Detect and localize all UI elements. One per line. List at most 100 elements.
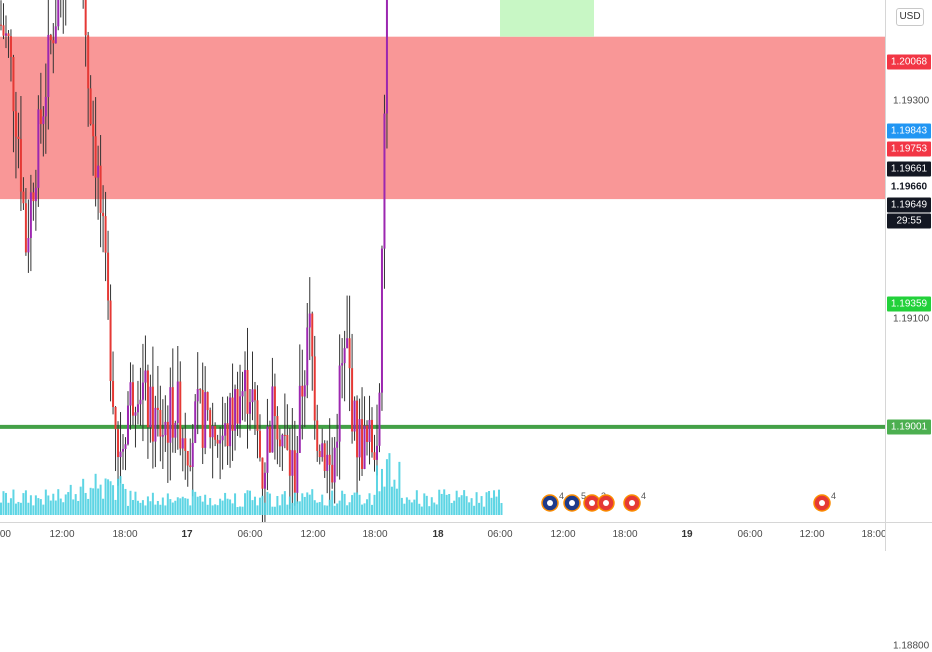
candle-body [291,450,294,476]
candle-body [361,419,364,469]
candle-body [139,399,142,405]
volume-bar [356,492,359,515]
volume-bar [171,502,174,515]
volume-bar [7,502,10,515]
candle-body [199,389,202,391]
candle [326,440,329,494]
price-label: 1.19660 [887,179,931,195]
volume-bar [59,498,62,515]
candle-body [181,438,184,449]
candle [24,188,27,256]
candle [171,348,174,453]
candle-body [296,452,299,493]
candle [246,327,249,449]
candle [134,406,137,448]
currency-button[interactable]: USD [896,8,924,26]
candle [268,420,271,453]
candle-body [109,300,112,382]
volume-bar [378,491,381,515]
volume-bar [346,505,349,515]
candle-body [343,348,346,364]
candle [151,346,154,469]
volume-bar [47,495,50,515]
candle-body [211,425,214,438]
volume-bar [52,493,55,515]
chart-plot-area[interactable]: 45344 [0,0,885,522]
price-axis[interactable]: USD 1.201001.200001.199001.195001.194001… [885,0,932,652]
candle [139,367,142,426]
candle [333,436,336,504]
volume-bar [296,501,299,515]
candle-body [179,381,182,449]
candle [368,395,371,465]
volume-bar [102,498,105,515]
candle-body [358,419,361,458]
volume-bar [261,495,264,515]
eu-event-icon[interactable]: 4 [541,491,564,512]
candlestick-chart[interactable]: 45344 [0,0,885,522]
candle [209,407,212,449]
candle-body [371,419,374,453]
candle [201,362,204,465]
candle-body [176,381,179,423]
candle-body [17,136,20,139]
volume-bar [112,485,115,515]
price-tick: 1.19100 [893,313,930,325]
us-event-icon[interactable] [597,494,615,512]
candle [336,413,339,477]
volume-bar [241,506,244,515]
candle [89,75,92,126]
volume-bar [191,489,194,515]
volume-bar [390,486,393,515]
candle [57,0,60,31]
candle-body [32,192,35,202]
us-event-icon[interactable]: 4 [623,491,646,512]
volume-bar [465,496,468,515]
time-axis[interactable]: :00 12:00 18:00 17 06:00 12:00 18:00 18 06:00 12:… [0,522,887,551]
eu-event-icon[interactable]: 5 [563,491,586,512]
candle-body [29,192,32,238]
volume-bar [298,501,301,515]
volume-bar [460,495,463,515]
candle [229,392,232,468]
volume-bar [333,505,336,515]
candle [356,395,359,495]
volume-bar [107,479,110,515]
volume-bar [141,500,144,515]
candle [204,366,207,455]
candle-body [0,24,2,26]
volume-bar [69,484,72,515]
candle [273,373,276,460]
candle [179,361,182,456]
candle-body [196,389,199,402]
us-event-icon[interactable]: 4 [813,491,836,512]
candle-body [281,434,284,447]
volume-bar [251,500,254,515]
candle-body [328,454,331,465]
candle [343,330,346,402]
volume-bar [450,502,453,515]
candle [119,412,122,484]
time-tick: 12:00 [49,529,75,540]
candle [380,245,383,411]
price-tick: 1.19300 [893,95,930,107]
candle [44,63,47,154]
candle-body [159,409,162,437]
candle-body [306,327,309,386]
candle-body [283,434,286,436]
candle [60,0,62,18]
candle-body [189,465,192,467]
candle [22,177,25,210]
candle [32,182,35,221]
volume-bar [468,502,471,515]
volume-bar [221,500,224,515]
volume-bar [428,506,431,515]
volume-bar [181,496,184,515]
volume-bar [366,499,369,515]
volume-bar [413,499,416,515]
candle-body [99,165,102,213]
candle-body [301,385,304,397]
candle [258,414,261,462]
candle-body [348,338,351,369]
volume-bar [72,499,75,515]
